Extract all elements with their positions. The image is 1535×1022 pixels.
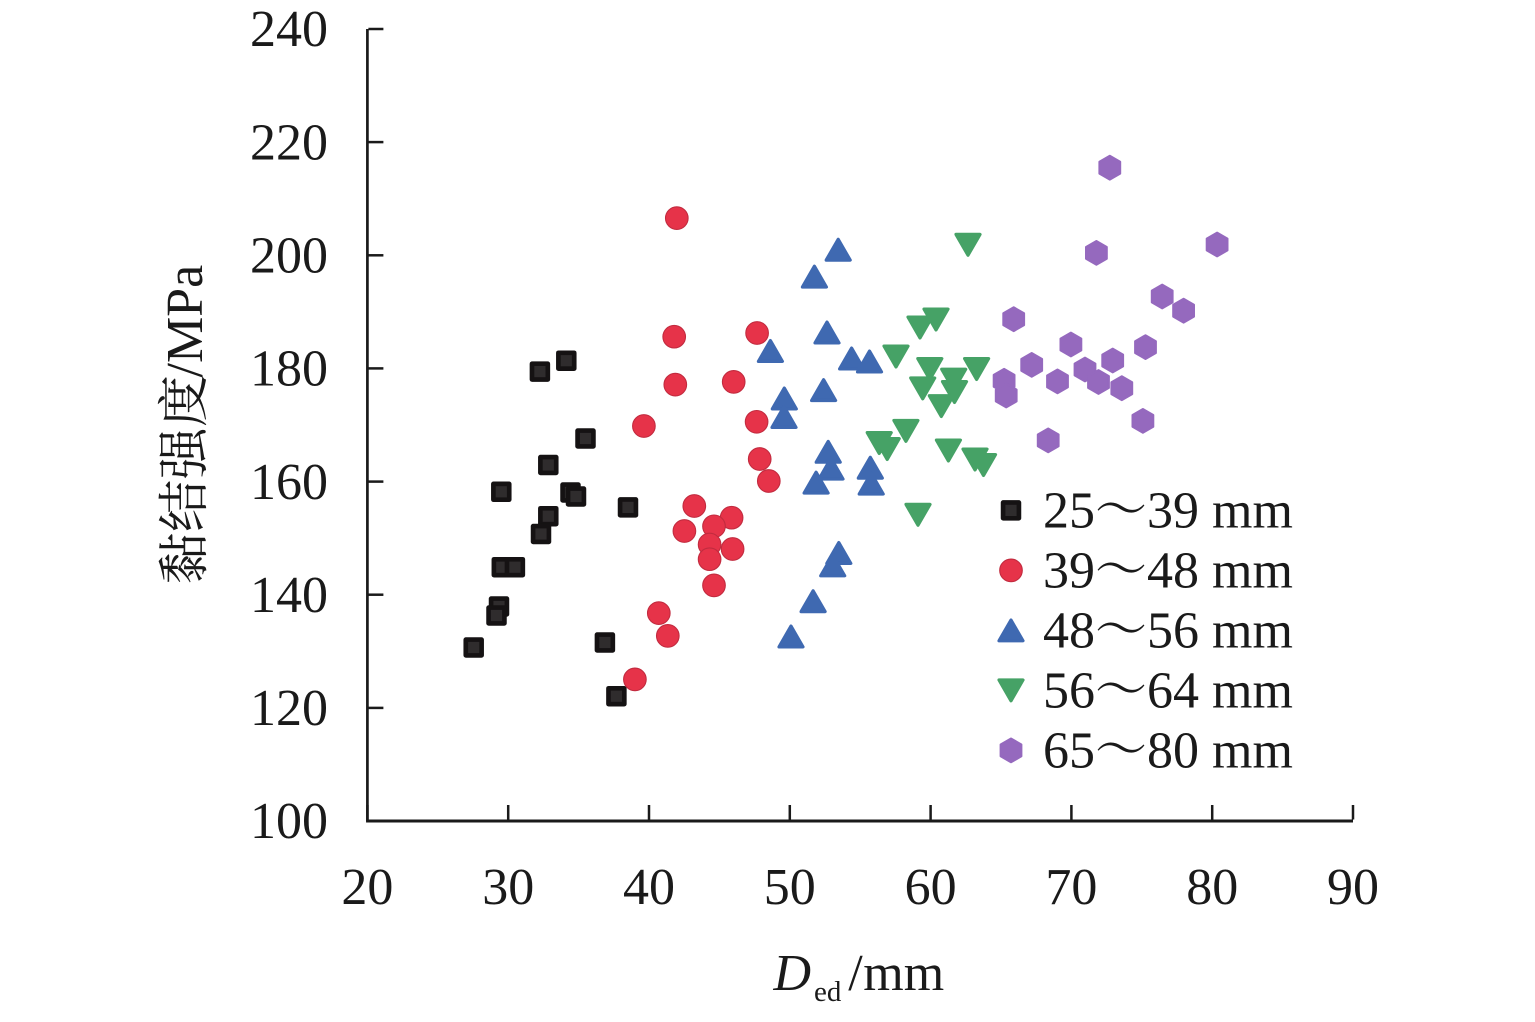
svg-text:90: 90 xyxy=(1327,859,1379,916)
svg-text:60: 60 xyxy=(905,859,957,916)
svg-text:80 mm: 80 mm xyxy=(1147,722,1293,779)
svg-text:120: 120 xyxy=(250,680,328,737)
svg-text:140: 140 xyxy=(250,567,328,624)
svg-text:56: 56 xyxy=(1043,662,1095,719)
svg-text:160: 160 xyxy=(250,454,328,511)
svg-text:39 mm: 39 mm xyxy=(1147,482,1293,539)
svg-text:ed: ed xyxy=(814,976,842,1008)
svg-text:25: 25 xyxy=(1043,482,1095,539)
svg-text:mm: mm xyxy=(863,945,944,1002)
svg-text:64 mm: 64 mm xyxy=(1147,662,1293,719)
svg-text:180: 180 xyxy=(250,341,328,398)
svg-text:50: 50 xyxy=(764,859,816,916)
svg-text:100: 100 xyxy=(250,793,328,850)
svg-text:65: 65 xyxy=(1043,722,1095,779)
svg-text:D: D xyxy=(773,945,812,1002)
svg-text:56 mm: 56 mm xyxy=(1147,602,1293,659)
svg-text:220: 220 xyxy=(250,114,328,171)
svg-text:30: 30 xyxy=(482,859,534,916)
svg-text:70: 70 xyxy=(1045,859,1097,916)
svg-text:40: 40 xyxy=(623,859,675,916)
svg-text:/MPa: /MPa xyxy=(157,265,214,378)
svg-text:80: 80 xyxy=(1186,859,1238,916)
svg-text:200: 200 xyxy=(250,228,328,285)
svg-text:20: 20 xyxy=(341,859,393,916)
svg-text:240: 240 xyxy=(250,1,328,58)
svg-text:48: 48 xyxy=(1043,602,1095,659)
svg-text:/: / xyxy=(848,945,863,1002)
svg-text:39: 39 xyxy=(1043,542,1095,599)
svg-text:48 mm: 48 mm xyxy=(1147,542,1293,599)
